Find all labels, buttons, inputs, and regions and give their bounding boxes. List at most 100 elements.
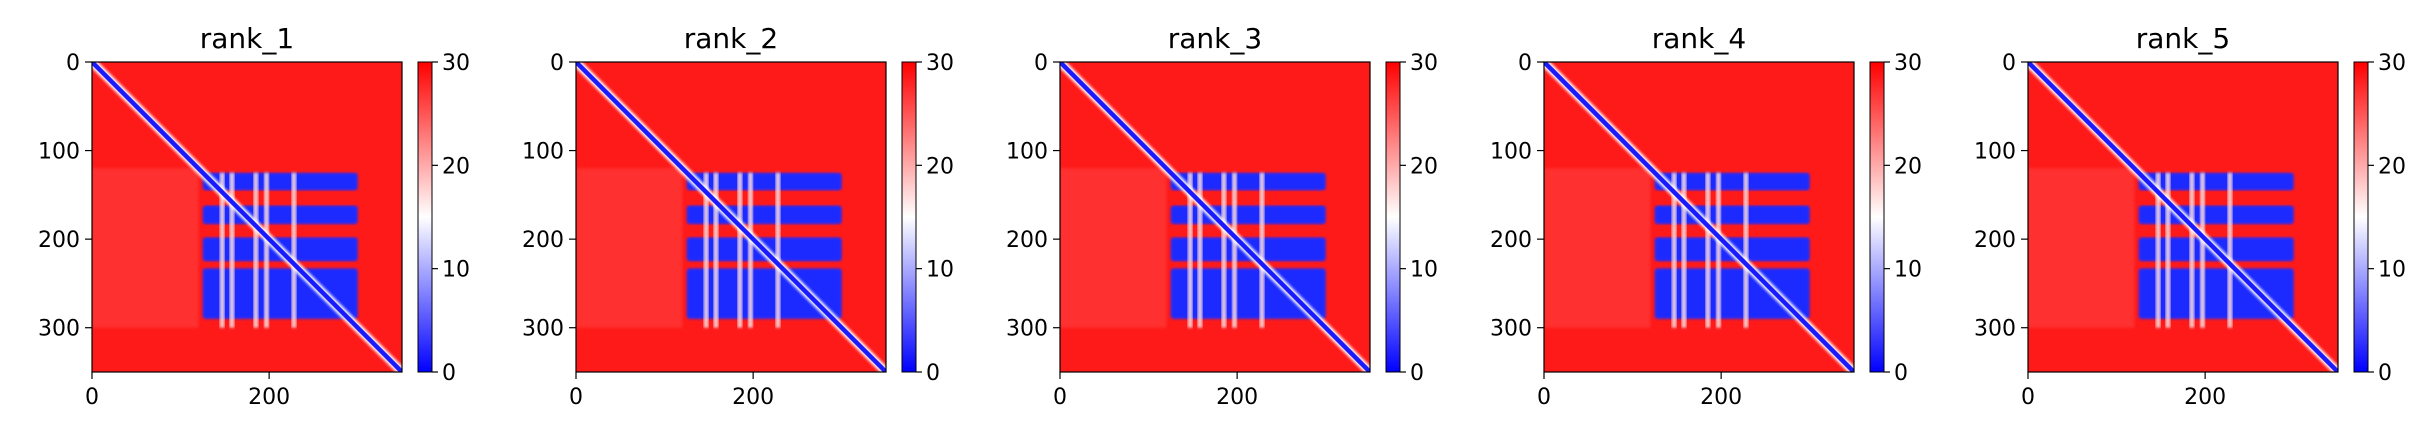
diagonal: [1544, 62, 1854, 372]
stripe-3: [1221, 172, 1227, 328]
blue-block-band-2: [1170, 205, 1326, 225]
stripe-4: [747, 172, 753, 328]
stripe-4: [2199, 172, 2205, 328]
x-tick-label: 0: [85, 385, 99, 410]
stripe-1: [1671, 172, 1677, 328]
panel-title: rank_4: [1652, 22, 1746, 55]
colorbar-tick-label: 20: [442, 154, 470, 179]
y-tick-label: 100: [522, 140, 564, 165]
blue-block-band-4: [686, 268, 842, 319]
y-tick-label: 200: [1490, 228, 1532, 253]
blue-block-band-1: [202, 172, 358, 191]
diagonal: [1060, 62, 1370, 372]
x-tick-label: 200: [1216, 385, 1258, 410]
blue-block-band-2: [202, 205, 358, 225]
y-tick-label: 200: [522, 228, 564, 253]
panel-title: rank_3: [1168, 22, 1262, 55]
x-tick-label: 0: [2021, 385, 2035, 410]
blue-block-band-2: [2138, 205, 2294, 225]
heatmap-panel-5: rank_5 0 200 0 100 200 300 0 10 20 30: [1974, 22, 2406, 410]
x-tick-label: 200: [2184, 385, 2226, 410]
colorbar: [417, 61, 433, 373]
x-tick-label: 0: [569, 385, 583, 410]
axes-frame: [1543, 61, 1855, 373]
stripe-2: [229, 172, 235, 328]
stripe-4: [1715, 172, 1721, 328]
colorbar-tick-label: 0: [1894, 361, 1908, 386]
blue-block-band-1: [2138, 172, 2294, 191]
stripe-2: [2165, 172, 2171, 328]
colorbar-tick-label: 20: [926, 154, 954, 179]
stripe-1: [219, 172, 225, 328]
y-tick-label: 300: [522, 317, 564, 342]
colorbar-tick-label: 0: [2378, 361, 2392, 386]
y-tick-label: 200: [38, 228, 80, 253]
heatmap-panel-3: rank_3 0 200 0 100 200 300 0 10 20 30: [1006, 22, 1438, 410]
x-tick-label: 0: [1053, 385, 1067, 410]
y-tick-label: 100: [38, 140, 80, 165]
colorbar-tick-label: 30: [2378, 51, 2406, 76]
x-tick-label: 200: [1700, 385, 1742, 410]
blue-block-band-1: [1170, 172, 1326, 191]
diagonal: [2028, 62, 2338, 372]
colorbar-tick-label: 30: [1410, 51, 1438, 76]
y-tick-label: 300: [1006, 317, 1048, 342]
blue-block-band-4: [202, 268, 358, 319]
heatmap-cells: [2028, 62, 2338, 372]
blue-block-band-1: [1654, 172, 1810, 191]
axes-frame: [91, 61, 403, 373]
colorbar: [1869, 61, 1885, 373]
y-tick-label: 0: [550, 51, 564, 76]
heatmap-panel-4: rank_4 0 200 0 100 200 300 0 10 20 30: [1490, 22, 1922, 410]
heatmap-texture: [2028, 168, 2135, 328]
heatmap-texture: [1544, 168, 1651, 328]
colorbar-tick-label: 10: [2378, 258, 2406, 283]
heatmap-panel-2: rank_2 0 200 0 100 200 300 0 10 20 30: [522, 22, 954, 410]
y-tick-label: 300: [1490, 317, 1532, 342]
blue-block-band-4: [1654, 268, 1810, 319]
x-tick-label: 200: [248, 385, 290, 410]
colorbar-tick-label: 0: [926, 361, 940, 386]
axes-frame: [575, 61, 887, 373]
axes-frame: [1059, 61, 1371, 373]
colorbar-tick-label: 20: [1410, 154, 1438, 179]
blue-block-band-4: [1170, 268, 1326, 319]
heatmap-texture: [576, 168, 683, 328]
stripe-5: [1259, 172, 1265, 328]
stripe-3: [1705, 172, 1711, 328]
stripe-1: [703, 172, 709, 328]
stripe-2: [1197, 172, 1203, 328]
stripe-3: [253, 172, 259, 328]
panel-title: rank_2: [684, 22, 778, 55]
heatmap-panel-1: rank_1 0 200 0 100 200 300 0 10 20 30: [38, 22, 470, 410]
blue-block-band-1: [686, 172, 842, 191]
diagonal: [576, 62, 886, 372]
stripe-1: [2155, 172, 2161, 328]
blue-block-band-2: [686, 205, 842, 225]
colorbar: [1385, 61, 1401, 373]
stripe-5: [291, 172, 297, 328]
y-tick-label: 200: [1974, 228, 2016, 253]
heatmap-texture: [92, 168, 199, 328]
stripe-5: [1743, 172, 1749, 328]
colorbar-tick-label: 20: [1894, 154, 1922, 179]
axes-frame: [2027, 61, 2339, 373]
colorbar: [901, 61, 917, 373]
heatmap-cells: [1060, 62, 1370, 372]
colorbar-tick-label: 30: [1894, 51, 1922, 76]
heatmap-texture: [1060, 168, 1167, 328]
stripe-3: [737, 172, 743, 328]
stripe-3: [2189, 172, 2195, 328]
stripe-5: [775, 172, 781, 328]
y-tick-label: 0: [66, 51, 80, 76]
colorbar-tick-label: 30: [442, 51, 470, 76]
stripe-2: [1681, 172, 1687, 328]
y-tick-label: 300: [1974, 317, 2016, 342]
y-tick-label: 100: [1006, 140, 1048, 165]
stripe-5: [2227, 172, 2233, 328]
colorbar-tick-label: 10: [926, 258, 954, 283]
y-tick-label: 300: [38, 317, 80, 342]
heatmap-cells: [1544, 62, 1854, 372]
